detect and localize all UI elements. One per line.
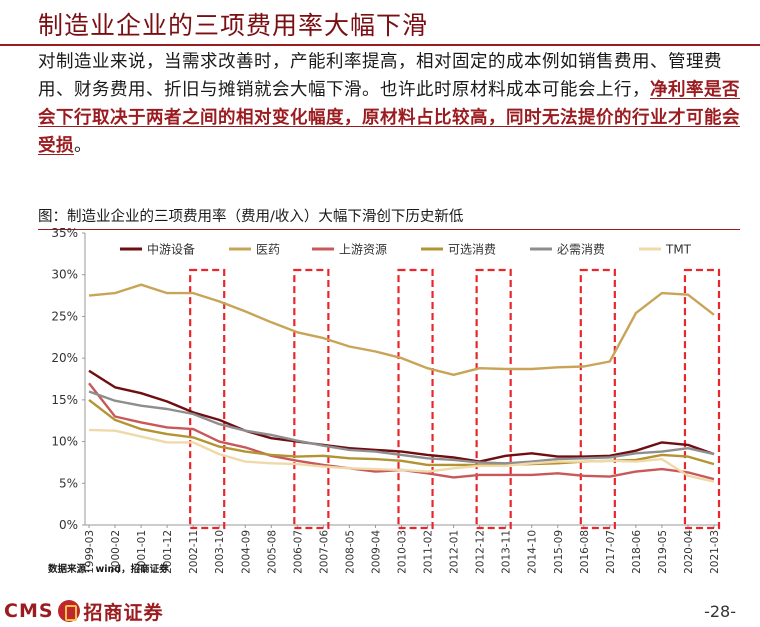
series-line [88,382,715,481]
chart-title: 图：制造业企业的三项费用率（费用/收入）大幅下滑创下历史新低 [38,205,740,230]
x-tick-label: 2011-02 [423,530,435,574]
legend-label: 必需消费 [557,243,605,257]
title-divider [0,44,760,46]
highlight-period-box [397,268,434,530]
x-tick-label: 2001-01 [136,530,148,574]
y-tick-label: 5% [59,476,78,490]
legend-label: 上游资源 [339,243,387,257]
logo-text: CMS [4,600,54,622]
y-tick-label: 30% [51,268,78,282]
x-tick-label: 2003-10 [214,530,226,574]
body-text: 对制造业来说，当需求改善时，产能利率提高，相对固定的成本例如销售费用、管理费用、… [38,52,722,100]
x-tick-label: 2019-05 [657,530,669,574]
x-tick-label: 2007-06 [318,530,330,574]
body-text-end: 。 [74,136,92,156]
legend-label: TMT [665,243,692,257]
y-tick-label: 20% [51,351,78,365]
x-tick-label: 2013-11 [501,530,513,574]
x-tick-label: 2009-04 [370,530,382,574]
page-number: -28- [704,602,736,621]
x-tick-label: 2005-08 [266,530,278,574]
x-tick-label: 2010-03 [397,530,409,574]
x-tick-label: 2016-08 [579,530,591,574]
data-source: 数据来源：wind，招商证券 [48,564,169,575]
brand-logo: CMS 招商证券 [4,598,164,624]
y-tick-label: 25% [51,309,78,323]
x-tick-label: 2018-06 [631,530,643,574]
series-line [88,283,715,376]
y-tick-label: 10% [51,435,78,449]
y-tick-label: 35% [51,226,78,240]
x-tick-label: 2015-09 [553,530,565,574]
page-title: 制造业企业的三项费用率大幅下滑 [38,11,429,40]
highlight-period-box [579,268,616,530]
x-tick-label: 2021-03 [709,530,721,574]
x-tick-label: 2014-10 [527,530,539,574]
highlight-period-box [293,268,330,530]
body-highlight: 净利率是否会下行取决于两者之间的相对变化幅度，原材料占比较高，同时无法提价的行业… [38,80,740,156]
x-tick-label: 2020-04 [683,530,695,574]
logo-mark-icon [57,600,80,622]
x-tick-label: 2008-05 [344,530,356,574]
x-tick-label: 2006-07 [292,530,304,574]
y-tick-label: 15% [51,393,78,407]
highlight-period-box [189,268,226,530]
y-tick-label: 0% [59,518,78,532]
x-tick-label: 2012-01 [449,530,461,574]
highlight-period-box [683,268,721,530]
series-line [88,428,715,483]
series-line [88,369,715,463]
logo-company-name: 招商证券 [83,601,164,624]
body-paragraph: 对制造业来说，当需求改善时，产能利率提高，相对固定的成本例如销售费用、管理费用、… [38,48,746,160]
highlight-period-box [475,268,512,530]
x-tick-label: 2000-02 [110,530,122,574]
x-tick-label: 2001-12 [162,530,174,574]
x-tick-label: 1999-03 [84,530,96,574]
x-tick-label: 2002-11 [188,530,200,574]
legend-label: 医药 [256,243,280,257]
x-tick-label: 2012-12 [475,530,487,574]
x-tick-label: 2004-09 [240,530,252,574]
legend-label: 中游设备 [147,242,195,257]
series-line [88,390,715,465]
legend-label: 可选消费 [448,243,496,257]
x-tick-label: 2017-07 [605,530,617,574]
